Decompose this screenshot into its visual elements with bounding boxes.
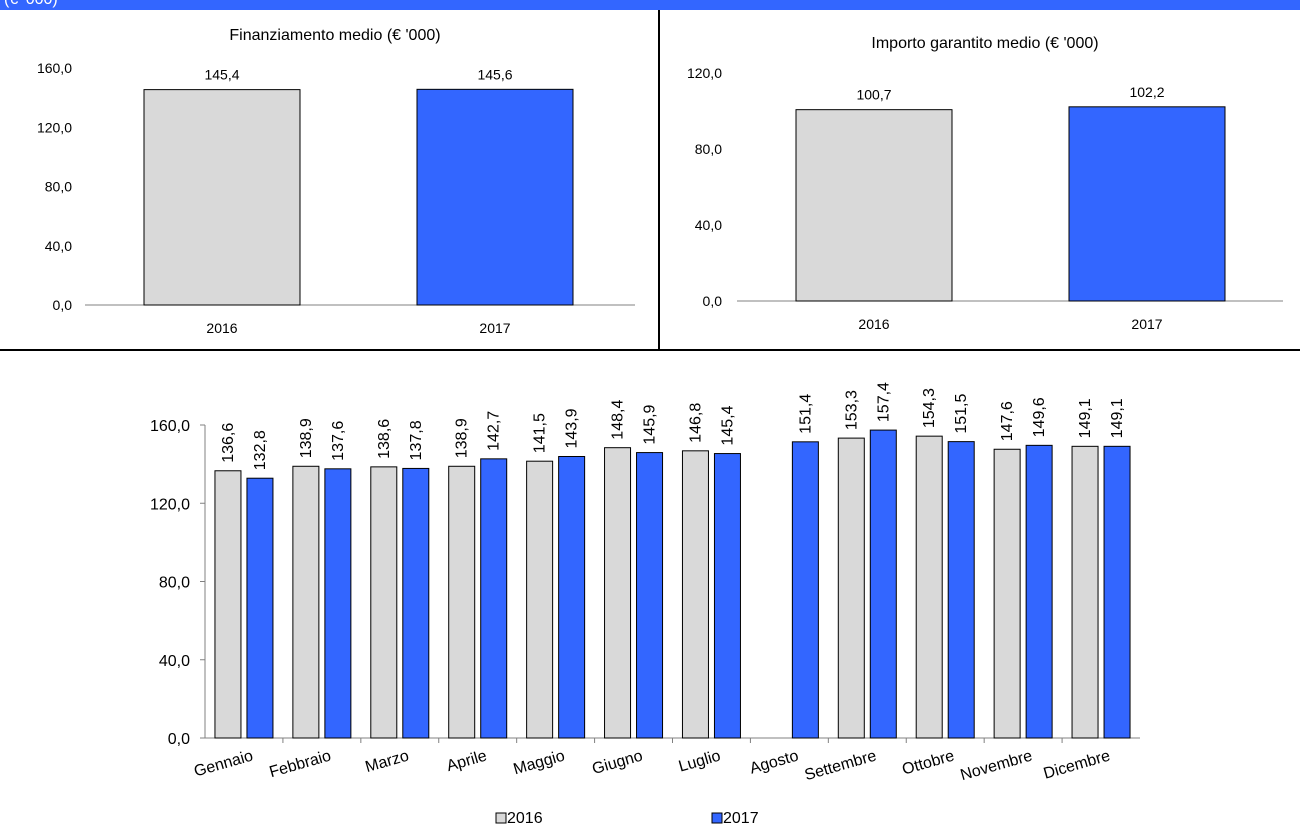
value-label-Giugno-2017: 145,9	[642, 404, 659, 444]
bar-Aprile-2017	[480, 458, 508, 739]
bar-Gennaio-2016	[214, 470, 242, 739]
value-label-Novembre-2016: 147,6	[999, 401, 1016, 441]
value-label-Settembre-2016: 153,3	[843, 390, 860, 430]
y-tick-label: 160,0	[37, 60, 72, 76]
legend-swatch-2017	[711, 812, 723, 824]
value-label-Maggio-2017: 143,9	[564, 408, 581, 448]
value-label-2016: 100,7	[856, 87, 891, 103]
value-label-Ottobre-2017: 151,5	[953, 393, 970, 433]
chart-finanziamento-medio: Finanziamento medio (€ '000) 0,0 40,0 80,0…	[37, 27, 635, 336]
bar-Maggio-2017	[558, 455, 586, 739]
value-label-Marzo-2016: 138,6	[376, 419, 393, 459]
chart1-title: Finanziamento medio (€ '000)	[229, 27, 440, 44]
chart-importo-garantito-medio: Importo garantito medio (€ '000) 0,0 40,0…	[687, 35, 1283, 332]
bar-2016	[795, 109, 953, 302]
chart2-title: Importo garantito medio (€ '000)	[871, 35, 1098, 52]
bar-Dicembre-2016	[1071, 445, 1099, 739]
bar-Marzo-2016	[370, 466, 398, 739]
value-label-Agosto-2017: 151,4	[797, 394, 814, 434]
bar-Luglio-2017	[713, 453, 741, 739]
legend-swatch-2016	[495, 812, 507, 824]
bar-Giugno-2016	[604, 447, 632, 739]
value-label-Dicembre-2016: 149,1	[1077, 398, 1094, 438]
bar-Giugno-2017	[636, 452, 664, 739]
value-label-Aprile-2016: 138,9	[454, 418, 471, 458]
header-text: (€ '000)	[4, 0, 58, 8]
value-label-Novembre-2017: 149,6	[1031, 397, 1048, 437]
bar-2016	[143, 89, 301, 306]
category-label-2016: 2016	[858, 316, 889, 332]
value-label-Giugno-2016: 148,4	[610, 400, 627, 440]
y-tick-label: 0,0	[168, 731, 190, 748]
bar-2017	[1068, 106, 1226, 302]
bar-Maggio-2016	[526, 460, 554, 739]
bar-Settembre-2017	[869, 429, 897, 739]
month-label-Febbraio: Febbraio	[268, 747, 333, 781]
bar-Ottobre-2017	[947, 441, 975, 739]
bar-Febbraio-2017	[324, 468, 352, 739]
value-label-Luglio-2016: 146,8	[687, 403, 704, 443]
month-label-Dicembre: Dicembre	[1042, 747, 1113, 782]
y-tick-label: 160,0	[150, 418, 190, 435]
bar-Luglio-2016	[681, 450, 709, 739]
y-tick-label: 120,0	[150, 496, 190, 513]
month-label-Novembre: Novembre	[959, 747, 1035, 784]
y-tick-label: 120,0	[687, 65, 722, 81]
bar-Aprile-2016	[448, 465, 476, 739]
value-label-2017: 102,2	[1129, 84, 1164, 100]
value-label-2016: 145,4	[204, 67, 239, 83]
value-label-Settembre-2017: 157,4	[875, 382, 892, 422]
y-tick-label: 0,0	[703, 293, 723, 309]
month-label-Ottobre: Ottobre	[900, 747, 956, 778]
value-label-Febbraio-2016: 138,9	[298, 418, 315, 458]
bar-Agosto-2017	[791, 441, 819, 739]
bar-Ottobre-2016	[915, 435, 943, 739]
y-tick-label: 40,0	[45, 238, 72, 254]
y-tick-label: 120,0	[37, 119, 72, 135]
y-tick-label: 80,0	[159, 575, 190, 592]
value-label-2017: 145,6	[477, 66, 512, 82]
bar-Novembre-2016	[993, 448, 1021, 739]
y-tick-label: 80,0	[695, 141, 722, 157]
month-label-Giugno: Giugno	[590, 747, 644, 778]
value-label-Gennaio-2016: 136,6	[220, 423, 237, 463]
value-label-Gennaio-2017: 132,8	[252, 430, 269, 470]
category-label-2017: 2017	[1131, 316, 1162, 332]
month-label-Maggio: Maggio	[512, 747, 567, 778]
value-label-Maggio-2016: 141,5	[532, 413, 549, 453]
y-tick-label: 80,0	[45, 179, 72, 195]
value-label-Aprile-2017: 142,7	[486, 411, 503, 451]
bar-Novembre-2017	[1025, 444, 1053, 739]
category-label-2016: 2016	[206, 320, 237, 336]
bar-Settembre-2016	[837, 437, 865, 739]
bar-2017	[416, 88, 574, 306]
month-label-Settembre: Settembre	[803, 747, 879, 784]
y-tick-label: 0,0	[53, 297, 73, 313]
y-tick-label: 40,0	[695, 217, 722, 233]
bar-Marzo-2017	[402, 467, 430, 739]
legend-label-2017: 2017	[723, 810, 759, 827]
legend-label-2016: 2016	[507, 810, 543, 827]
value-label-Dicembre-2017: 149,1	[1109, 398, 1126, 438]
month-label-Marzo: Marzo	[363, 747, 411, 776]
y-tick-label: 40,0	[159, 653, 190, 670]
bar-Febbraio-2016	[292, 465, 320, 739]
chart-monthly: 2016 2017 0,0 40,0 80,0 120,0 160,0 136,6 132,…	[150, 382, 1140, 827]
bar-Dicembre-2017	[1103, 445, 1131, 739]
month-label-Aprile: Aprile	[445, 747, 489, 775]
category-label-2017: 2017	[479, 320, 510, 336]
header-banner: (€ '000)	[0, 0, 1300, 10]
bar-Gennaio-2017	[246, 477, 274, 739]
month-label-Gennaio: Gennaio	[192, 747, 255, 780]
value-label-Febbraio-2017: 137,6	[330, 421, 347, 461]
value-label-Luglio-2017: 145,4	[719, 405, 736, 445]
month-label-Luglio: Luglio	[677, 747, 723, 775]
value-label-Ottobre-2016: 154,3	[921, 388, 938, 428]
value-label-Marzo-2017: 137,8	[408, 420, 425, 460]
month-label-Agosto: Agosto	[748, 747, 801, 777]
